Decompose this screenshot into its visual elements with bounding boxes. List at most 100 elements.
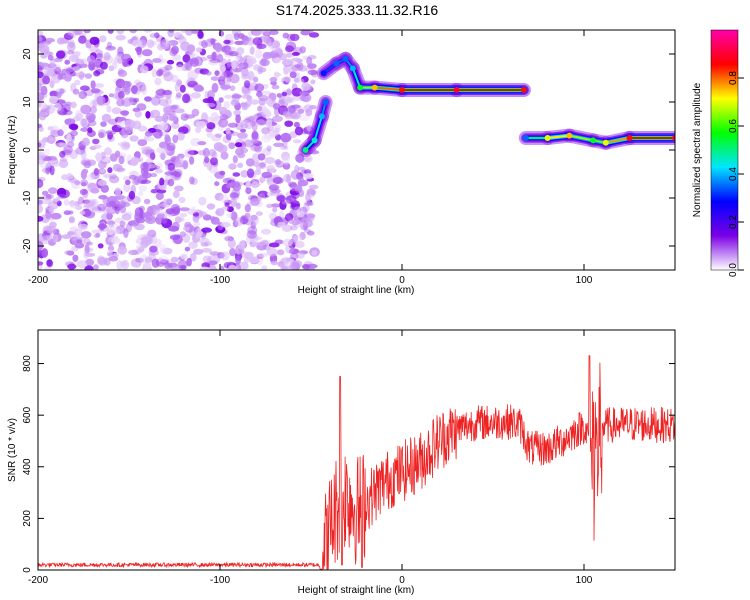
noise-blob (80, 127, 89, 132)
noise-blob (178, 217, 185, 222)
noise-blob (280, 145, 289, 150)
noise-blob (177, 260, 188, 269)
noise-blob (171, 45, 179, 55)
noise-blob (108, 219, 115, 228)
noise-blob (80, 85, 90, 91)
noise-blob (291, 190, 300, 199)
noise-blob (230, 197, 238, 208)
noise-blob (229, 248, 236, 257)
noise-blob (77, 223, 89, 231)
noise-blob (53, 57, 63, 63)
noise-blob (84, 73, 92, 79)
noise-blob (309, 184, 319, 190)
noise-blob (94, 153, 103, 160)
noise-blob (93, 264, 99, 270)
noise-blob (209, 251, 220, 256)
noise-blob (280, 132, 292, 143)
noise-blob (297, 108, 305, 114)
noise-blob (243, 80, 251, 89)
noise-blob (178, 196, 186, 204)
noise-blob (112, 61, 119, 70)
noise-blob (38, 204, 43, 214)
noise-blob (87, 127, 93, 134)
noise-blob (235, 142, 243, 148)
noise-blob (223, 39, 231, 45)
noise-blob (202, 255, 212, 263)
noise-blob (224, 202, 230, 208)
noise-blob (275, 159, 281, 166)
noise-blob (255, 49, 263, 59)
noise-blob (283, 173, 291, 183)
noise-blob (78, 196, 85, 205)
noise-blob (268, 30, 279, 35)
noise-blob (251, 138, 259, 144)
noise-blob (171, 74, 179, 83)
snr-series-line (38, 355, 675, 570)
noise-blob (179, 231, 186, 238)
noise-blob (128, 174, 137, 180)
noise-blob (220, 221, 231, 228)
noise-blob (73, 30, 83, 36)
noise-blob (272, 115, 283, 123)
noise-blob (306, 230, 315, 236)
noise-blob (310, 79, 316, 85)
noise-blob (177, 34, 185, 40)
noise-blob (115, 86, 121, 92)
noise-blob (172, 54, 181, 61)
noise-blob (151, 132, 160, 137)
noise-blob (156, 162, 163, 170)
noise-blob (134, 110, 142, 118)
noise-blob (69, 231, 78, 242)
noise-blob (199, 237, 210, 245)
noise-blob (215, 208, 225, 217)
noise-blob (282, 32, 289, 39)
noise-blob (174, 82, 180, 92)
noise-blob (230, 181, 237, 189)
noise-blob (219, 170, 226, 176)
noise-blob (173, 108, 185, 114)
noise-blob (63, 145, 73, 154)
noise-blob (129, 30, 137, 34)
noise-blob (38, 101, 48, 110)
noise-blob (117, 90, 125, 99)
noise-blob (159, 243, 167, 253)
noise-blob (225, 46, 236, 52)
noise-blob (245, 187, 252, 195)
noise-blob (168, 225, 180, 232)
noise-blob (108, 65, 115, 72)
noise-blob (87, 182, 98, 193)
noise-blob (137, 139, 148, 147)
noise-blob (90, 88, 101, 94)
x-tick-label: 0 (399, 275, 405, 286)
colorbar-tick-label: 0.0 (728, 263, 739, 277)
noise-blob (271, 84, 280, 90)
noise-blob (61, 174, 69, 181)
noise-blob (152, 58, 162, 63)
noise-blob (42, 238, 50, 245)
noise-blob (92, 138, 100, 145)
noise-blob (241, 36, 252, 42)
noise-blob (114, 217, 123, 224)
x-tick-label: -200 (28, 275, 48, 286)
noise-blob (157, 255, 169, 263)
noise-blob (57, 72, 63, 81)
noise-blob (247, 225, 258, 235)
noise-blob (230, 99, 240, 106)
noise-blob (49, 165, 55, 176)
ridge-segment (568, 134, 595, 142)
noise-blob (218, 97, 224, 103)
noise-blob (57, 129, 64, 137)
noise-blob (41, 136, 50, 143)
noise-blob (69, 201, 79, 209)
noise-blob (72, 254, 79, 262)
noise-blob (287, 105, 296, 114)
ridge-point (544, 135, 551, 141)
noise-blob (241, 94, 251, 99)
noise-blob (228, 131, 240, 136)
noise-blob (80, 149, 87, 160)
noise-blob (235, 255, 242, 265)
noise-blob (233, 109, 242, 115)
noise-blob (228, 142, 236, 150)
noise-blob (184, 148, 195, 158)
